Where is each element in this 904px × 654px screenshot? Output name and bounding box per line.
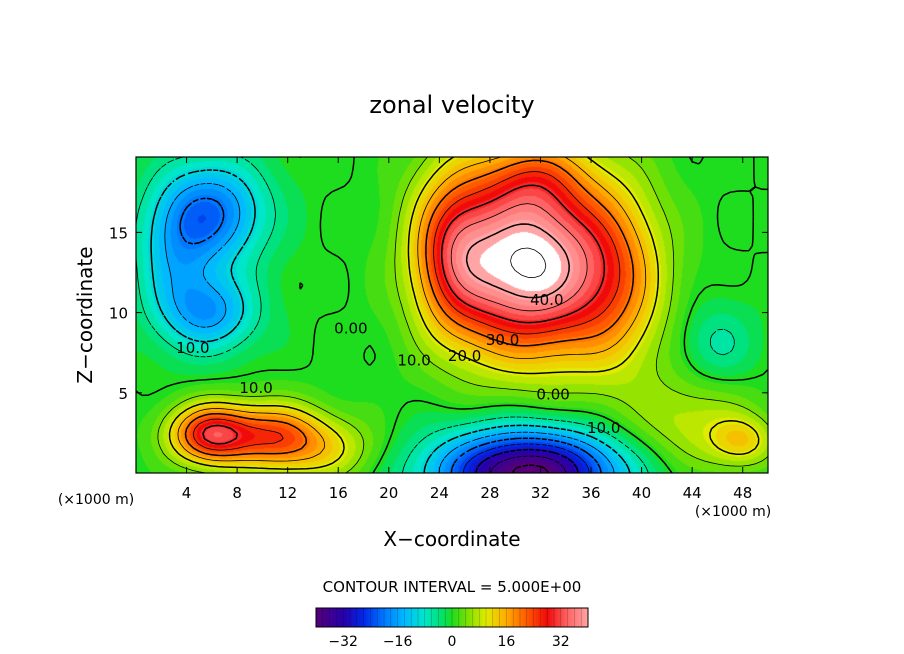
y-axis-label: Z−coordinate [73, 246, 97, 383]
y-tick-label: 10 [109, 305, 128, 323]
contour-line [184, 159, 635, 457]
x-tick-label: 36 [581, 484, 600, 502]
x-tick-label: 40 [632, 484, 651, 502]
contour-line [465, 223, 570, 299]
contour-label: 10.0 [587, 419, 620, 437]
contour-line [511, 464, 549, 473]
x-tick-label: 28 [480, 484, 499, 502]
contour-line [177, 157, 647, 462]
velocity-field [136, 157, 768, 473]
contour-label: 0.00 [536, 385, 569, 403]
contour-label: 30.0 [486, 331, 519, 349]
x-axis: 4 8 12 16 20 24 28 32 36 40 44 48 [182, 157, 752, 502]
colorbar-tick-label: −32 [328, 634, 358, 650]
y-tick-label: 15 [109, 224, 128, 242]
contour-line [136, 157, 735, 473]
contour-label: 10.0 [176, 339, 209, 357]
plot-area: 40.0 30.0 20.0 10.0 0.00 10.0 10.0 0.00 10.0 [135, 156, 769, 474]
contour-line [136, 157, 768, 473]
contour-line [179, 197, 602, 473]
contour-labels: 40.0 30.0 20.0 10.0 0.00 10.0 10.0 0.00 10.0 [176, 291, 620, 437]
x-tick-label: 48 [733, 484, 752, 502]
x-tick-label: 8 [232, 484, 242, 502]
contour-line [150, 169, 631, 473]
x-tick-label: 24 [430, 484, 449, 502]
colorbar-tick-label: 0 [448, 634, 457, 650]
x-axis-label: X−coordinate [383, 527, 520, 551]
colorbar-tick-label: −16 [383, 634, 413, 650]
contour-line [202, 184, 606, 445]
x-tick-label: 4 [182, 484, 192, 502]
colorbar-tick-label: 32 [552, 634, 570, 650]
contour-line [510, 247, 547, 278]
chart-title: zonal velocity [369, 91, 534, 119]
colorbar-tick-label: 16 [497, 634, 515, 650]
contour-label: 20.0 [448, 347, 481, 365]
contour-line [192, 171, 621, 451]
contour-line [475, 448, 579, 473]
contour-label: 10.0 [239, 379, 272, 397]
contour-label: 10.0 [397, 352, 430, 370]
x-tick-label: 12 [278, 484, 297, 502]
x-unit-right: (×1000 m) [695, 504, 771, 520]
x-tick-label: 16 [329, 484, 348, 502]
contour-label: 0.00 [334, 320, 367, 338]
contour-label: 40.0 [530, 291, 563, 309]
x-tick-label: 32 [531, 484, 550, 502]
contour-line [462, 443, 590, 473]
colorbar-ticks: −32 −16 0 16 32 [322, 608, 582, 650]
x-unit-left: (×1000 m) [58, 492, 134, 508]
plot-frame [135, 156, 769, 474]
y-tick-label: 5 [118, 385, 128, 403]
contour-line [450, 203, 588, 312]
colorbar: −32 −16 0 16 32 [315, 607, 589, 650]
x-tick-label: 44 [683, 484, 702, 502]
contour-line [168, 157, 760, 470]
contour-lines [136, 157, 768, 473]
x-tick-label: 20 [379, 484, 398, 502]
contour-line [157, 157, 768, 473]
contour-interval-label: CONTOUR INTERVAL = 5.000E+00 [323, 578, 582, 596]
y-axis: 5 10 15 [109, 224, 768, 403]
